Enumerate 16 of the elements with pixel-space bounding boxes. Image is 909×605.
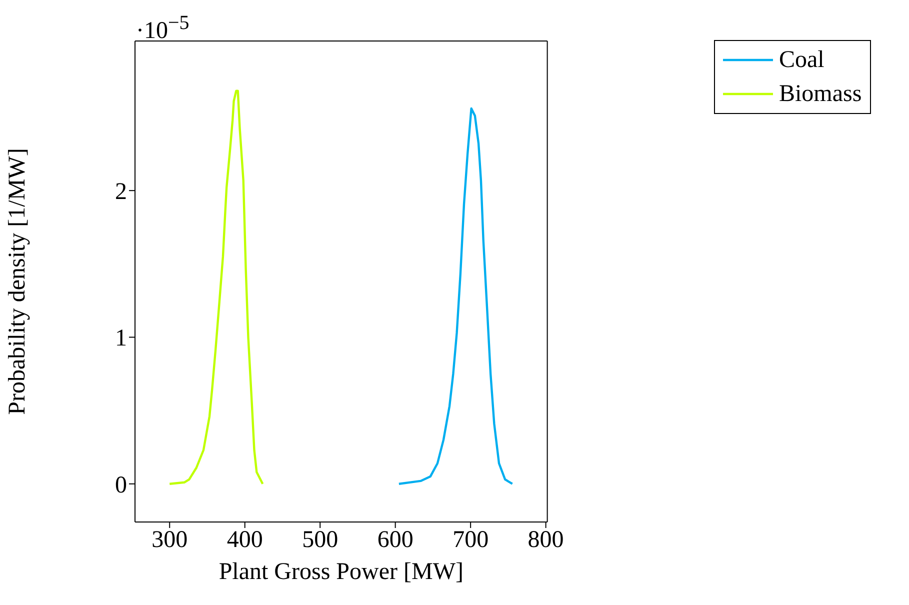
x-tick-label: 600 xyxy=(377,527,414,554)
legend-label: Biomass xyxy=(779,80,862,109)
x-tick-label: 500 xyxy=(302,527,338,554)
x-tick-label: 400 xyxy=(226,527,263,554)
legend-label: Coal xyxy=(779,46,824,75)
y-tick-label: 2 xyxy=(115,179,127,206)
x-tick-label: 300 xyxy=(152,527,188,554)
x-tick-label: 800 xyxy=(528,527,564,554)
y-tick-label: 0 xyxy=(115,472,127,498)
line-series xyxy=(168,90,264,485)
axis-exponent: ·10$^{−5}$ xyxy=(136,12,190,45)
y-axis-title: Probability density [1/MW] xyxy=(4,148,31,415)
y-tick-label: 1 xyxy=(115,326,127,352)
line-series xyxy=(398,107,514,485)
x-tick-label: 700 xyxy=(452,527,489,554)
x-axis-title: Plant Gross Power [MW] xyxy=(218,559,464,585)
